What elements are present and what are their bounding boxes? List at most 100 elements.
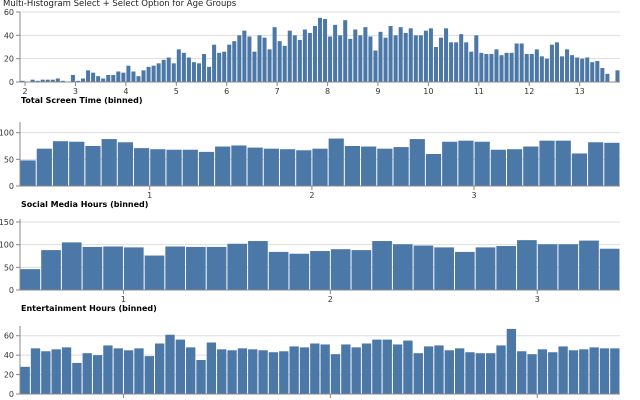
histogram-1-bar[interactable]: [338, 35, 343, 82]
histogram-1-bar[interactable]: [479, 52, 484, 82]
histogram-4-bar[interactable]: [30, 348, 41, 394]
histogram-3-bar[interactable]: [310, 251, 330, 290]
histogram-1-bar[interactable]: [615, 70, 620, 82]
histogram-2-bar[interactable]: [571, 153, 588, 186]
histogram-4-bar[interactable]: [310, 343, 320, 394]
histogram-1-bar[interactable]: [257, 35, 262, 82]
histogram-1-bar[interactable]: [101, 78, 106, 83]
histogram-2-bar[interactable]: [588, 142, 604, 186]
histogram-4-bar[interactable]: [20, 366, 30, 394]
histogram-3-bar[interactable]: [351, 250, 372, 290]
histogram-1-bar[interactable]: [86, 70, 91, 82]
histogram-4-bar[interactable]: [237, 348, 248, 394]
histogram-4-bar[interactable]: [330, 354, 341, 394]
histogram-3-bar[interactable]: [372, 241, 392, 290]
histogram-4-bar[interactable]: [299, 347, 310, 394]
histogram-2-bar[interactable]: [296, 150, 312, 186]
histogram-2-bar[interactable]: [166, 149, 182, 186]
histogram-1-bar[interactable]: [323, 19, 328, 82]
histogram-2-bar[interactable]: [150, 149, 166, 186]
histogram-1-bar[interactable]: [30, 79, 35, 82]
histogram-4-bar[interactable]: [61, 347, 72, 394]
histogram-4-bar[interactable]: [227, 350, 237, 394]
histogram-4-bar[interactable]: [579, 349, 589, 394]
histogram-1-bar[interactable]: [45, 79, 50, 82]
histogram-1-bar[interactable]: [524, 54, 529, 82]
histogram-2-bar[interactable]: [474, 141, 490, 186]
histogram-1-bar[interactable]: [312, 26, 317, 82]
histogram-1-bar[interactable]: [136, 76, 141, 82]
histogram-4-bar[interactable]: [610, 348, 620, 394]
histogram-4-bar[interactable]: [517, 351, 527, 394]
histogram-1-bar[interactable]: [328, 36, 333, 83]
histogram-2-bar[interactable]: [263, 148, 279, 186]
histogram-4-bar[interactable]: [506, 328, 517, 394]
histogram-2-bar[interactable]: [409, 139, 425, 186]
histogram-4-bar[interactable]: [486, 353, 496, 394]
histogram-3-bar[interactable]: [186, 246, 206, 290]
histogram-2-bar[interactable]: [52, 141, 69, 186]
histogram-1-bar[interactable]: [494, 49, 499, 82]
histogram-1-bar[interactable]: [398, 27, 403, 83]
histogram-2-bar[interactable]: [101, 139, 117, 186]
histogram-1-bar[interactable]: [252, 51, 257, 82]
histogram-1-bar[interactable]: [590, 62, 595, 82]
histogram-2-bar[interactable]: [279, 149, 296, 186]
histogram-1-bar[interactable]: [333, 24, 338, 82]
histogram-4-bar[interactable]: [289, 346, 299, 394]
histogram-1-bar[interactable]: [302, 29, 307, 83]
histogram-4-bar[interactable]: [123, 350, 134, 394]
histogram-2-bar[interactable]: [69, 141, 85, 186]
histogram-3-bar[interactable]: [144, 255, 165, 290]
histogram-1-bar[interactable]: [363, 27, 368, 83]
histogram-2-bar[interactable]: [442, 141, 458, 186]
histogram-1-bar[interactable]: [368, 36, 373, 83]
histogram-1-bar[interactable]: [585, 57, 590, 83]
histogram-4-bar[interactable]: [217, 349, 227, 394]
histogram-1-bar[interactable]: [418, 35, 423, 82]
histogram-2-bar[interactable]: [117, 142, 134, 186]
histogram-3-bar[interactable]: [41, 250, 61, 290]
histogram-4-bar[interactable]: [279, 351, 289, 394]
histogram-1-bar[interactable]: [297, 40, 302, 82]
histogram-1-bar[interactable]: [262, 37, 267, 82]
histogram-4-bar[interactable]: [465, 352, 475, 394]
histogram-4-bar[interactable]: [258, 350, 268, 394]
histogram-1-bar[interactable]: [403, 33, 408, 82]
histogram-1-bar[interactable]: [40, 79, 45, 82]
histogram-1-bar[interactable]: [428, 28, 433, 82]
histogram-1-bar[interactable]: [509, 52, 514, 82]
histogram-3-bar[interactable]: [248, 241, 268, 290]
histogram-2-bar[interactable]: [604, 142, 620, 186]
histogram-1-bar[interactable]: [191, 62, 196, 82]
histogram-1-bar[interactable]: [575, 57, 580, 83]
histogram-4-bar[interactable]: [268, 352, 279, 394]
histogram-1-bar[interactable]: [474, 35, 479, 82]
histogram-1-bar[interactable]: [272, 27, 277, 83]
histogram-1-bar[interactable]: [408, 28, 413, 82]
histogram-1-bar[interactable]: [343, 20, 348, 83]
histogram-4-bar[interactable]: [341, 344, 351, 394]
histogram-2-bar[interactable]: [458, 140, 474, 186]
histogram-4-bar[interactable]: [454, 348, 465, 394]
histogram-2-bar[interactable]: [134, 148, 150, 186]
histogram-1-bar[interactable]: [444, 28, 449, 82]
histogram-2-bar[interactable]: [247, 147, 263, 186]
histogram-3-bar[interactable]: [517, 240, 537, 290]
histogram-1-bar[interactable]: [176, 49, 181, 82]
histogram-4-bar[interactable]: [413, 353, 423, 394]
histogram-1-bar[interactable]: [499, 55, 504, 82]
histogram-2-bar[interactable]: [523, 146, 539, 186]
histogram-1-bar[interactable]: [519, 43, 524, 83]
histogram-2-bar[interactable]: [490, 149, 506, 186]
histogram-1-bar[interactable]: [539, 56, 544, 82]
histogram-4-bar[interactable]: [496, 345, 506, 394]
histogram-3-bar[interactable]: [537, 244, 558, 290]
histogram-2-bar[interactable]: [425, 154, 442, 186]
histogram-3-bar[interactable]: [289, 253, 310, 290]
histogram-1-bar[interactable]: [373, 50, 378, 83]
histogram-1-bar[interactable]: [181, 52, 186, 82]
histogram-1-bar[interactable]: [307, 33, 312, 82]
histogram-2-bar[interactable]: [312, 148, 328, 186]
histogram-4-bar[interactable]: [423, 346, 434, 394]
